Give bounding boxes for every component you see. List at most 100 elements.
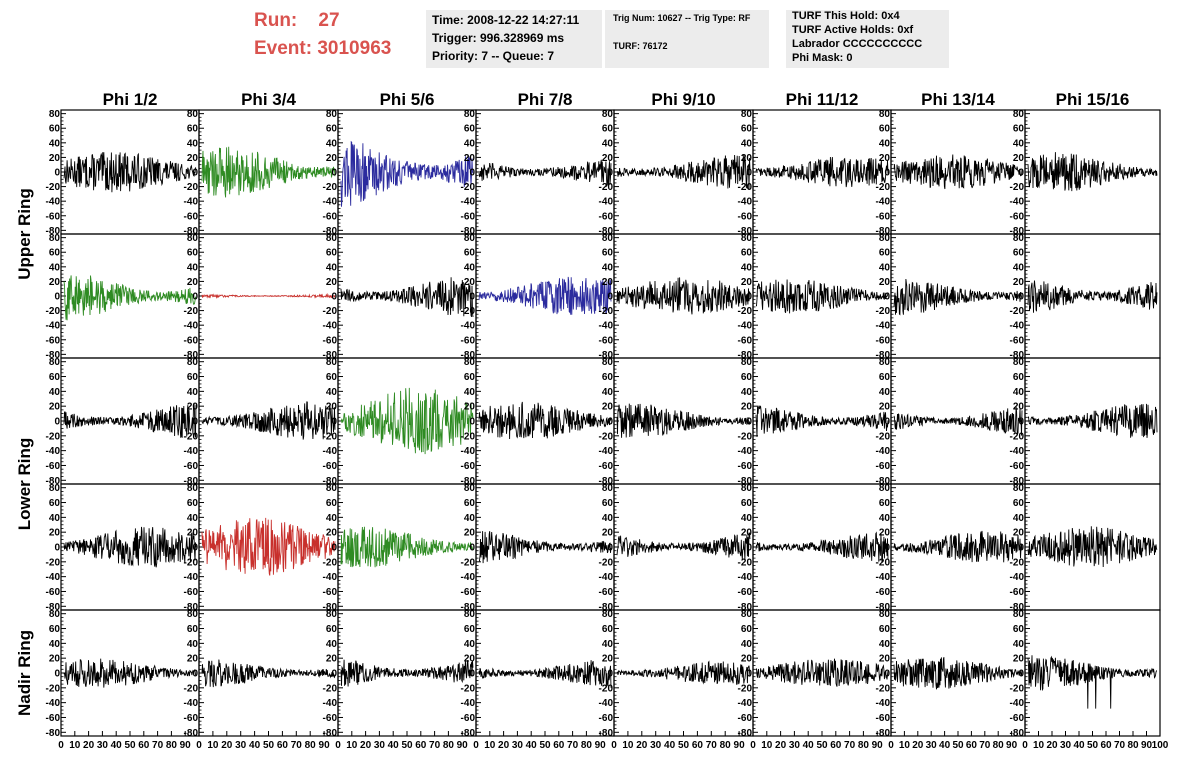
y-tick-label: -20 — [1010, 182, 1025, 193]
x-tick-label: 100 — [1152, 740, 1169, 751]
y-tick-label: -40 — [738, 698, 753, 709]
y-tick-label: 60 — [49, 624, 61, 635]
y-tick-label: 60 — [1013, 498, 1025, 509]
x-tick-label: 40 — [664, 740, 676, 751]
x-tick-label: 20 — [83, 740, 95, 751]
y-tick-label: -20 — [323, 431, 338, 442]
waveform-trace — [63, 402, 197, 438]
y-tick-label: 0 — [1018, 543, 1024, 554]
y-tick-label: 20 — [602, 654, 614, 665]
y-tick-label: 60 — [741, 124, 753, 135]
y-tick-label: -20 — [184, 557, 199, 568]
y-tick-label: -20 — [599, 306, 614, 317]
x-tick-label: 60 — [966, 740, 978, 751]
y-tick-label: 60 — [879, 498, 891, 509]
y-tick-label: -20 — [738, 182, 753, 193]
y-tick-label: 80 — [879, 233, 891, 244]
y-tick-label: -60 — [184, 335, 199, 346]
x-tick-label: 40 — [111, 740, 123, 751]
y-tick-label: 60 — [464, 248, 476, 259]
trigger-info-box: Trig Num: 10627 -- Trig Type: RF TURF: 7… — [605, 10, 769, 68]
y-tick-label: 80 — [602, 483, 614, 494]
turf-info-box: TURF This Hold: 0x4 TURF Active Holds: 0… — [786, 10, 949, 68]
y-tick-label: -20 — [1010, 557, 1025, 568]
y-tick-label: 20 — [602, 277, 614, 288]
waveform-grid: Phi 1/2 Phi 3/4 Phi 5/6 Phi 7/8 Phi 9/10 Phi … — [15, 90, 1169, 751]
x-tick-label: 20 — [221, 740, 233, 751]
waveform-trace — [340, 659, 474, 687]
x-tick-label: 90 — [180, 740, 192, 751]
y-tick-label: -40 — [876, 197, 891, 208]
waveform-panel: -80 -60 -40 -20 0 20 40 60 80 — [876, 483, 1026, 613]
event-label: Event: — [254, 38, 313, 59]
y-tick-label: -80 — [1010, 476, 1025, 487]
x-tick-label: 80 — [720, 740, 732, 751]
event-header: Run: 27 Event: 3010963 Time: 2008-12-22 … — [0, 0, 1196, 80]
x-tick-label: 40 — [249, 740, 261, 751]
y-tick-label: -40 — [46, 698, 61, 709]
y-tick-label: -40 — [876, 321, 891, 332]
y-tick-label: 40 — [187, 639, 199, 650]
x-tick-label: 70 — [429, 740, 441, 751]
y-tick-label: 40 — [879, 387, 891, 398]
waveform-trace — [616, 403, 751, 438]
y-tick-label: -80 — [46, 226, 61, 237]
y-tick-label: -60 — [461, 587, 476, 598]
y-tick-label: 80 — [879, 109, 891, 120]
x-tick-label: 10 — [207, 740, 219, 751]
y-tick-label: -40 — [184, 197, 199, 208]
y-tick-label: -20 — [876, 306, 891, 317]
y-tick-label: -80 — [738, 728, 753, 739]
y-tick-label: 80 — [1013, 233, 1025, 244]
y-tick-label: -80 — [46, 728, 61, 739]
x-tick-label: 90 — [734, 740, 746, 751]
y-tick-label: 60 — [602, 248, 614, 259]
y-tick-label: 40 — [1013, 262, 1025, 273]
y-tick-label: -60 — [46, 211, 61, 222]
y-tick-label: -60 — [599, 461, 614, 472]
y-tick-label: 80 — [879, 609, 891, 620]
run-value: 27 — [318, 10, 340, 31]
y-tick-label: 40 — [879, 262, 891, 273]
y-tick-label: 20 — [602, 528, 614, 539]
x-tick-label: 40 — [526, 740, 538, 751]
x-tick-label: 50 — [952, 740, 964, 751]
y-tick-label: -40 — [738, 197, 753, 208]
x-tick-label: 30 — [512, 740, 524, 751]
y-tick-label: 0 — [192, 669, 198, 680]
y-tick-label: 80 — [1013, 483, 1025, 494]
y-tick-label: 0 — [192, 417, 198, 428]
y-tick-label: 0 — [884, 417, 890, 428]
waveform-trace — [340, 140, 474, 207]
y-tick-label: 80 — [187, 357, 199, 368]
y-tick-label: -40 — [876, 572, 891, 583]
y-tick-label: 60 — [602, 372, 614, 383]
x-tick-label: 10 — [1033, 740, 1045, 751]
y-tick-label: 0 — [331, 292, 337, 303]
y-tick-label: -40 — [184, 572, 199, 583]
panel-frame — [752, 609, 892, 737]
row-label: Lower Ring — [15, 438, 34, 531]
waveform-trace — [893, 657, 1023, 690]
y-tick-label: 60 — [879, 372, 891, 383]
x-tick-label: 40 — [803, 740, 815, 751]
y-tick-label: 40 — [464, 387, 476, 398]
y-tick-label: 40 — [187, 138, 199, 149]
y-tick-label: 60 — [187, 498, 199, 509]
y-tick-label: -60 — [599, 335, 614, 346]
y-tick-label: 40 — [1013, 513, 1025, 524]
waveform-panel: -80 -60 -40 -20 0 20 40 60 80 — [461, 233, 615, 361]
waveform-panel: -80 -60 -40 -20 0 20 40 60 80 — [184, 233, 339, 361]
y-tick-label: -60 — [738, 461, 753, 472]
waveform-trace — [1027, 403, 1158, 438]
y-tick-label: -60 — [46, 587, 61, 598]
waveform-panel: -80 -60 -40 -20 0 20 40 60 80 — [323, 109, 477, 237]
y-tick-label: 20 — [464, 153, 476, 164]
waveform-trace — [478, 660, 612, 688]
y-tick-label: 80 — [602, 233, 614, 244]
y-tick-label: 60 — [326, 248, 338, 259]
y-tick-label: 40 — [741, 639, 753, 650]
y-tick-label: -60 — [599, 211, 614, 222]
